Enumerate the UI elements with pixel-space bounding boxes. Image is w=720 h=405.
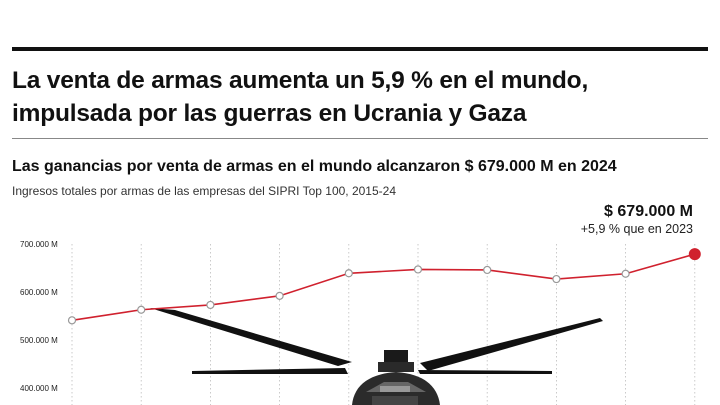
headline: La venta de armas aumenta un 5,9 % en el…	[12, 67, 589, 127]
data-point-2019	[344, 269, 353, 278]
y-tick-label: 400.000 M	[20, 384, 58, 393]
data-point-2024	[688, 248, 701, 261]
data-point-2018	[275, 291, 284, 300]
chart-title: Las ganancias por venta de armas en el m…	[12, 158, 617, 175]
data-point-2023	[621, 269, 630, 278]
callout-change: +5,9 % que en 2023	[580, 222, 693, 236]
series-line-group	[71, 253, 696, 322]
data-points	[67, 248, 701, 325]
chart-grid	[71, 244, 696, 405]
y-tick-label: 600.000 M	[20, 288, 58, 297]
chart-subtitle: Ingresos totales por armas de las empres…	[12, 184, 396, 198]
y-tick-label: 500.000 M	[20, 336, 58, 345]
callout-value: $ 679.000 M	[604, 203, 693, 220]
top-rule	[12, 47, 708, 51]
y-axis: 700.000 M 600.000 M 500.000 M 400.000 M	[20, 240, 58, 393]
data-point-2022	[552, 274, 561, 284]
data-point-2020	[413, 265, 423, 274]
data-point-2017	[206, 300, 215, 310]
y-tick-label: 700.000 M	[20, 240, 58, 249]
section-divider	[12, 138, 708, 139]
series-line	[71, 253, 696, 322]
data-point-2015	[67, 316, 77, 325]
data-point-2016	[137, 305, 146, 314]
latest-value-callout: $ 679.000 M +5,9 % que en 2023	[581, 202, 693, 237]
helicopter-illustration	[150, 308, 603, 405]
data-point-2021	[483, 265, 492, 275]
